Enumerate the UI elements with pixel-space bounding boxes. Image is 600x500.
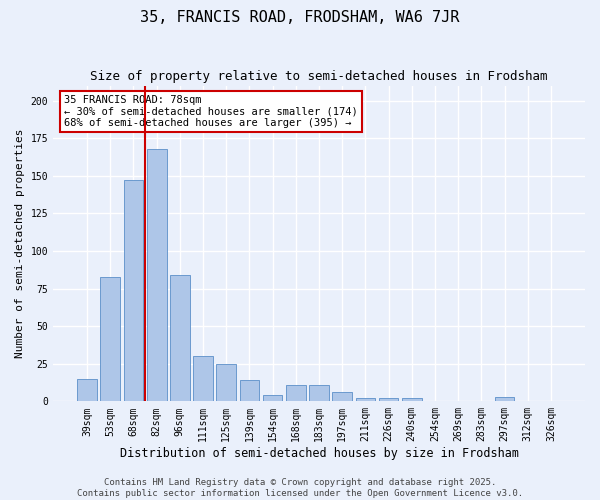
Text: Contains HM Land Registry data © Crown copyright and database right 2025.
Contai: Contains HM Land Registry data © Crown c… (77, 478, 523, 498)
Bar (402, 398, 422, 402)
Bar (239, 380, 259, 402)
Y-axis label: Number of semi-detached properties: Number of semi-detached properties (15, 128, 25, 358)
Bar (100, 276, 120, 402)
Bar (286, 385, 305, 402)
X-axis label: Distribution of semi-detached houses by size in Frodsham: Distribution of semi-detached houses by … (119, 447, 518, 460)
Bar (147, 148, 167, 402)
Bar (495, 397, 514, 402)
Bar (77, 379, 97, 402)
Bar (379, 398, 398, 402)
Bar (332, 392, 352, 402)
Bar (170, 275, 190, 402)
Bar (356, 398, 375, 402)
Title: Size of property relative to semi-detached houses in Frodsham: Size of property relative to semi-detach… (90, 70, 548, 83)
Bar (309, 385, 329, 402)
Bar (124, 180, 143, 402)
Text: 35, FRANCIS ROAD, FRODSHAM, WA6 7JR: 35, FRANCIS ROAD, FRODSHAM, WA6 7JR (140, 10, 460, 25)
Bar (263, 396, 283, 402)
Bar (193, 356, 213, 402)
Text: 35 FRANCIS ROAD: 78sqm
← 30% of semi-detached houses are smaller (174)
68% of se: 35 FRANCIS ROAD: 78sqm ← 30% of semi-det… (64, 95, 358, 128)
Bar (217, 364, 236, 402)
